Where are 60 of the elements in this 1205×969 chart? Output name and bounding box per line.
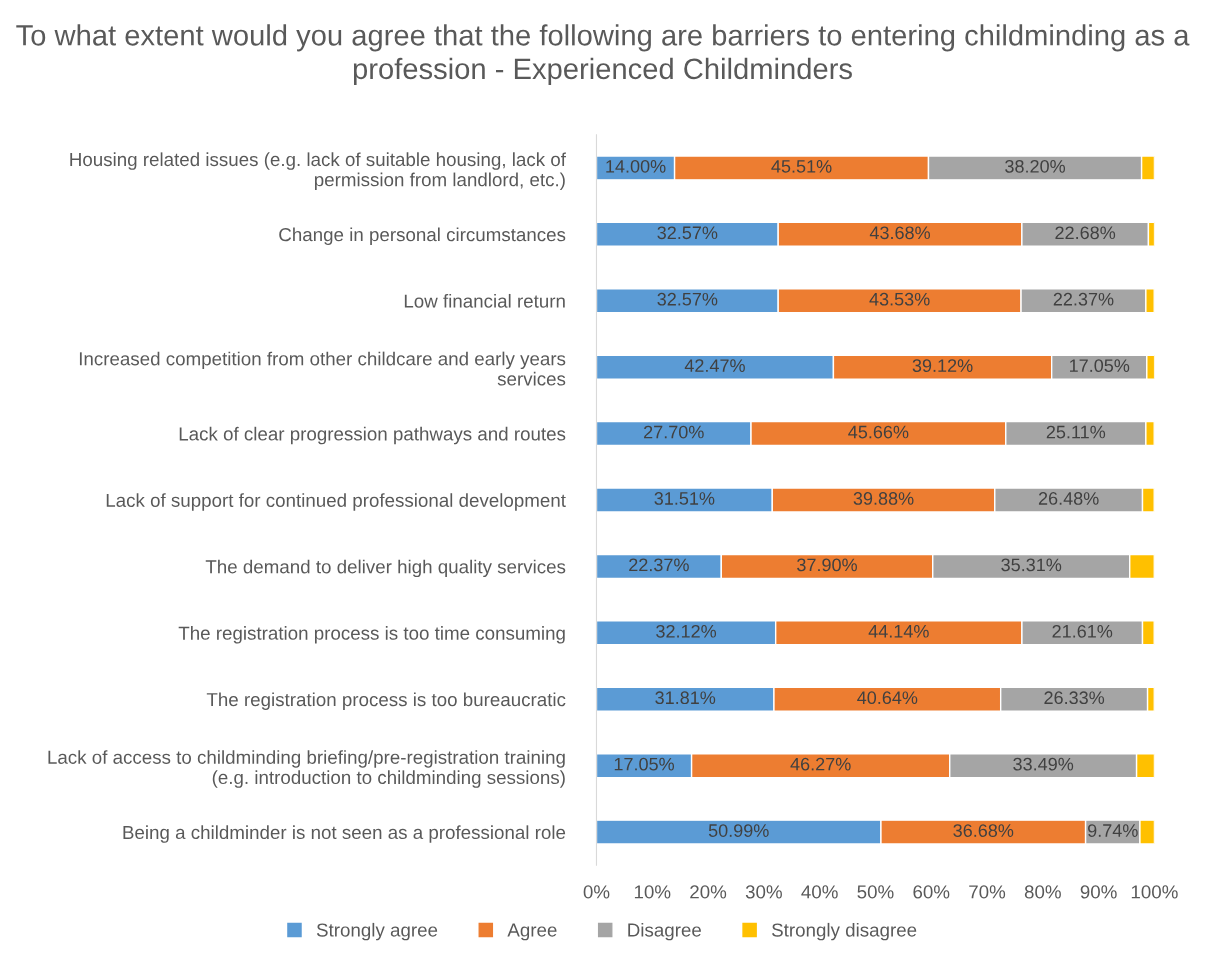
data-label: 17.05% [1070,359,1130,373]
data-label: 45.66% [848,425,909,439]
y-tick-label: Being a childminder is not seen as a professional role [123,825,566,843]
x-tick-label: 70% [969,885,1006,899]
y-tick-label: The registration process is too bureaucratic [206,692,566,710]
y-tick-label: The demand to deliver high quality services [205,559,566,578]
x-tick-label: 100% [1131,885,1178,899]
data-label: 31.51% [654,492,715,505]
x-tick-label: 60% [913,885,950,899]
data-label: 27.70% [644,425,704,439]
y-tick-label: Housing related issues (e.g. lack of suitable housing, lack of permission from landlord, etc.) [70,152,566,191]
data-label: 32.57% [657,226,718,240]
legend-label: Strongly disagree [772,922,917,941]
data-label: 43.53% [869,292,930,306]
data-label: 21.61% [1052,624,1113,638]
y-tick-label: Change in personal circumstances [279,227,566,246]
x-tick-label: 30% [745,885,782,899]
x-tick-label: 20% [690,885,727,899]
data-label: 35.31% [1001,558,1062,572]
data-label: 43.68% [869,226,931,240]
x-tick-label: 40% [801,885,838,899]
data-label: 17.05% [614,757,675,771]
data-label: 39.12% [912,359,973,373]
legend-label: Disagree [628,922,701,941]
data-label: 38.20% [1005,159,1066,173]
data-label: 26.48% [1038,492,1099,505]
data-label: 40.64% [857,691,918,705]
data-label: 22.37% [1053,292,1114,306]
data-label: 50.99% [708,824,769,837]
data-label: 14.00% [606,159,666,173]
x-tick-label: 80% [1024,885,1061,899]
data-label: 45.51% [771,160,832,173]
data-label: 32.57% [657,292,718,306]
y-tick-label: Lack of clear progression pathways and routes [179,426,566,445]
legend-label: Agree [507,923,557,941]
data-label: 37.90% [797,558,857,572]
y-tick-label: Lack of support for continued professional development [106,493,566,511]
y-tick-label: Increased competition from other childcare and early years services [79,351,566,386]
x-tick-label: 0% [583,885,610,899]
data-label: 26.33% [1044,691,1105,705]
x-tick-label: 90% [1080,885,1117,899]
legend-label: Strongly agree [316,922,438,941]
data-label: 36.68% [953,824,1014,837]
data-label: 42.47% [684,359,745,372]
data-label: 9.74% [1088,824,1138,837]
data-label: 33.49% [1013,757,1074,771]
data-label: 39.88% [853,492,914,505]
data-label: 22.68% [1055,226,1116,240]
data-label: 46.27% [790,757,851,771]
y-tick-label: Lack of access to childminding briefing/pre-registration training (e.g. introduction to childminding sessions) [48,750,565,788]
x-tick-label: 50% [857,885,894,899]
data-label: 32.12% [656,624,717,638]
y-tick-label: Low financial return [404,293,565,308]
data-label: 22.37% [629,558,689,572]
data-label: 31.81% [655,691,716,705]
x-tick-label: 10% [634,885,671,899]
chart-title: To what extent would you agree that the following are barriers to entering childminding as a profession - Experienced Childminders [16,24,1190,85]
y-tick-label: The registration process is too time consuming [178,626,565,644]
data-label: 25.11% [1046,425,1106,439]
data-label: 44.14% [868,624,929,638]
